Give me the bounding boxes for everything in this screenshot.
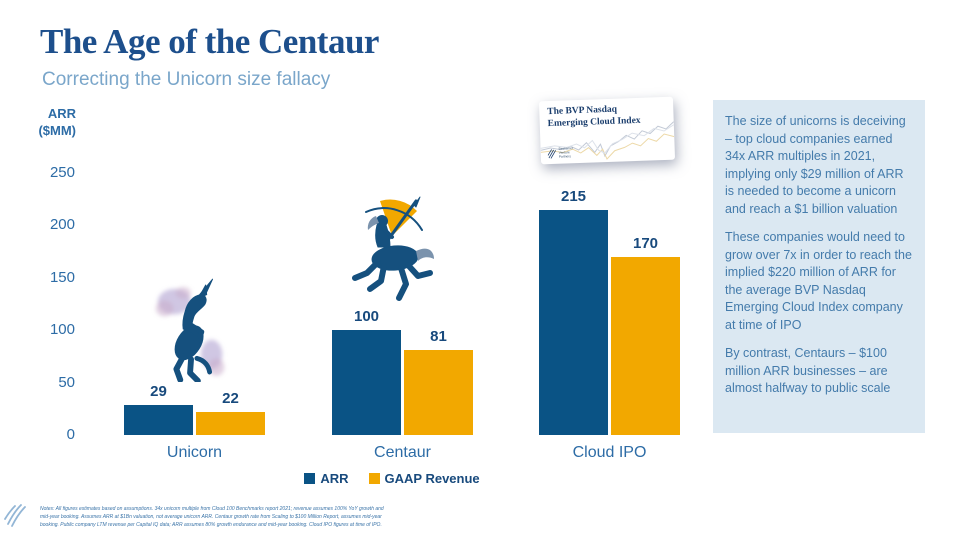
bar-value-centaur-gaap-revenue: 81 (430, 328, 447, 346)
legend-swatch-arr (304, 473, 316, 484)
y-tick: 0 (66, 426, 75, 443)
category-label-centaur: Centaur (374, 444, 431, 461)
bar-value-centaur-arr: 100 (353, 308, 380, 326)
card-logo-text: Bessemer Venture Partners (558, 146, 574, 159)
y-tick: 200 (49, 216, 75, 234)
bar-value-cloud-ipo-arr: 215 (560, 187, 587, 205)
legend: ARR GAAP Revenue (262, 471, 522, 486)
legend-item-arr: ARR (304, 471, 349, 486)
centaur-mane (367, 216, 379, 230)
page-subtitle: Correcting the Unicorn size fallacy (42, 69, 331, 90)
legend-swatch-gaap-revenue (368, 473, 380, 484)
centaur-illustration (352, 196, 434, 301)
bar-value-unicorn-gaap-revenue: 22 (222, 389, 239, 407)
bvp-logo-icon (4, 504, 26, 527)
category-label-cloud-ipo: Cloud IPO (572, 444, 647, 461)
y-axis-label: ARR ($MM) (26, 106, 76, 140)
bar-cloud-ipo-arr (539, 209, 608, 435)
commentary-panel: The size of unicorns is deceiving – top … (713, 100, 925, 433)
commentary-paragraph: These companies would need to grow over … (725, 230, 912, 332)
legend-label-arr: ARR (320, 471, 349, 486)
y-axis-label-line1: ARR (47, 106, 76, 121)
bessemer-hatch-icon (547, 148, 556, 159)
cloud-index-card: The BVP Nasdaq Emerging Cloud Index Bess… (538, 96, 676, 165)
y-tick: 250 (49, 164, 75, 181)
bar-unicorn-arr (124, 404, 193, 435)
bar-value-cloud-ipo-gaap-revenue: 170 (632, 234, 659, 252)
bar-centaur-arr (332, 330, 401, 435)
y-axis-label-line2: ($MM) (38, 122, 76, 138)
card-logo: Bessemer Venture Partners (547, 146, 574, 159)
unicorn-illustration (155, 278, 225, 382)
page-title: The Age of the Centaur (40, 22, 379, 61)
index-chart-lines (540, 121, 675, 160)
commentary-paragraph: The size of unicorns is deceiving – top … (725, 114, 906, 216)
legend-item-gaap-revenue: GAAP Revenue (368, 471, 480, 486)
y-tick: 150 (49, 268, 75, 286)
centaur-tail (416, 248, 434, 261)
bar-value-unicorn-arr: 29 (150, 382, 167, 400)
y-tick: 100 (49, 321, 75, 339)
bar-cloud-ipo-gaap-revenue (611, 256, 680, 435)
card-title: The BVP Nasdaq Emerging Cloud Index (547, 104, 641, 129)
footnotes: Notes: All figures estimates based on as… (40, 506, 384, 528)
commentary-paragraph: By contrast, Centaurs – $100 million ARR… (725, 346, 891, 395)
bar-centaur-gaap-revenue (404, 350, 473, 435)
legend-label-gaap-revenue: GAAP Revenue (384, 471, 480, 486)
bar-unicorn-gaap-revenue (196, 411, 265, 435)
y-tick: 50 (58, 373, 75, 391)
category-label-unicorn: Unicorn (166, 444, 223, 461)
